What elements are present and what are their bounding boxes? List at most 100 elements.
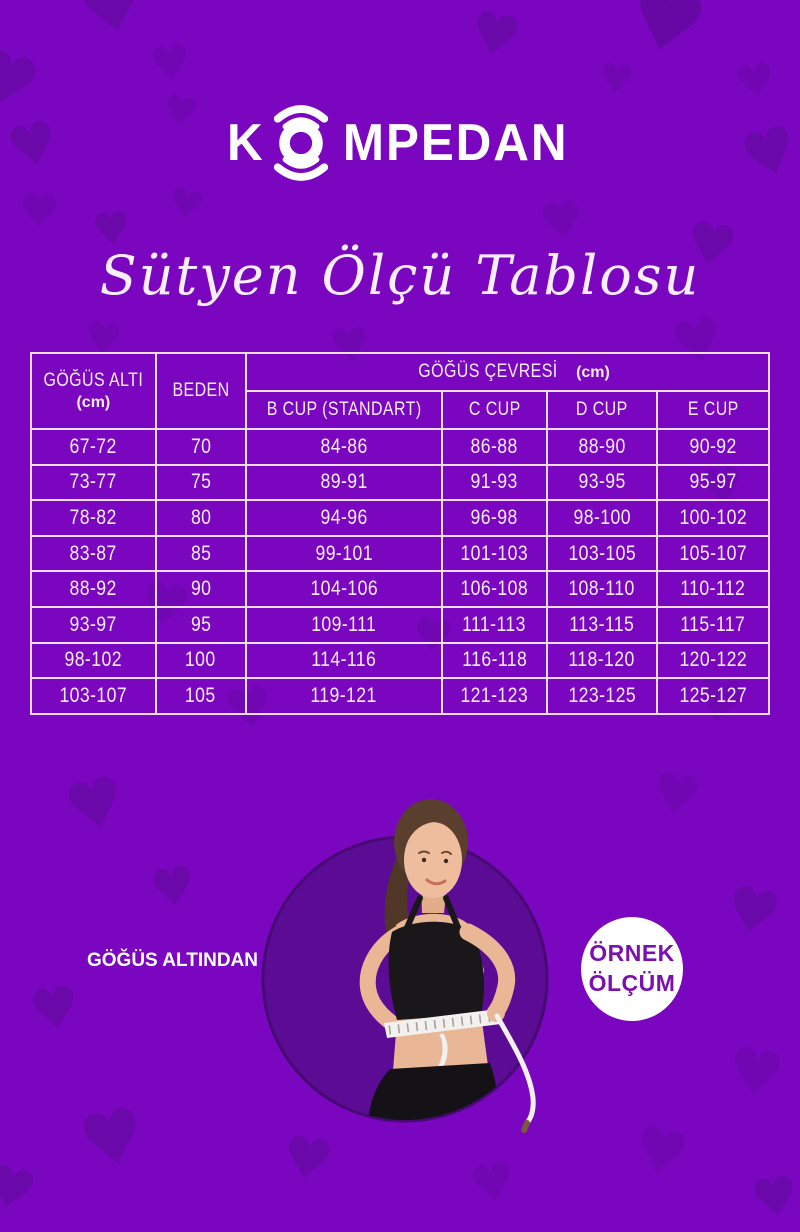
cell-value: 118-120 bbox=[568, 648, 635, 672]
table-row: 98-102 100 114-116 116-118 118-120 120-1… bbox=[30, 641, 771, 680]
underbust-header-unit: (cm) bbox=[76, 393, 111, 411]
cell-value: 73-77 bbox=[69, 470, 117, 494]
cell-value: 116-118 bbox=[461, 648, 527, 672]
cell-value: 99-101 bbox=[315, 541, 373, 565]
cell-value: 96-98 bbox=[470, 505, 519, 529]
cell-value: 110-112 bbox=[680, 577, 746, 601]
table-row: 93-97 95 109-111 111-113 113-115 115-117 bbox=[30, 605, 771, 644]
heart-icon: ♥ bbox=[57, 760, 134, 850]
heart-icon: ♥ bbox=[0, 1151, 43, 1228]
logo-text-prefix: K bbox=[226, 114, 265, 172]
size-table-header: GÖĞÜS ALTI (cm) BEDEN GÖĞÜS ÇEVRESİ (cm)… bbox=[30, 352, 771, 430]
cell-value: 100 bbox=[185, 648, 217, 672]
cell-value: 123-125 bbox=[567, 683, 636, 707]
cup-c-label: C CUP bbox=[468, 399, 521, 420]
cell-value: 84-86 bbox=[320, 434, 368, 458]
cell-value: 85 bbox=[190, 541, 211, 565]
cell-value: 78-82 bbox=[69, 505, 117, 529]
cell-value: 120-122 bbox=[679, 648, 747, 672]
cell-value: 83-87 bbox=[69, 541, 117, 565]
kompedan-o-ring-icon bbox=[273, 105, 329, 181]
underbust-column-header: GÖĞÜS ALTI (cm) bbox=[30, 352, 157, 430]
cell-value: 70 bbox=[190, 434, 211, 458]
table-row: 103-107 105 119-121 121-123 123-125 125-… bbox=[30, 677, 771, 715]
cup-c-header: C CUP bbox=[441, 390, 548, 430]
heart-icon: ♥ bbox=[15, 181, 62, 241]
bust-group-unit: (cm) bbox=[576, 364, 610, 381]
cell-value: 115-117 bbox=[680, 612, 746, 636]
heart-icon: ♥ bbox=[719, 872, 787, 952]
cup-d-label: D CUP bbox=[575, 399, 628, 420]
cell-value: 105-107 bbox=[679, 541, 747, 565]
bust-group-label: GÖĞÜS ÇEVRESİ bbox=[418, 361, 558, 382]
cell-value: 106-108 bbox=[460, 577, 529, 601]
cell-value: 90-92 bbox=[689, 434, 737, 458]
cell-value: 101-103 bbox=[460, 541, 529, 565]
heart-icon: ♥ bbox=[146, 855, 201, 921]
heart-icon: ♥ bbox=[146, 33, 195, 93]
cell-value: 88-92 bbox=[69, 577, 117, 601]
table-row: 88-92 90 104-106 106-108 108-110 110-112 bbox=[30, 570, 771, 608]
cell-value: 88-90 bbox=[578, 434, 626, 458]
cell-value: 109-111 bbox=[311, 612, 377, 636]
table-row: 78-82 80 94-96 96-98 98-100 100-102 bbox=[30, 499, 771, 537]
cell-value: 95-97 bbox=[689, 470, 737, 494]
cell-value: 108-110 bbox=[568, 577, 635, 601]
size-table: GÖĞÜS ALTI (cm) BEDEN GÖĞÜS ÇEVRESİ (cm)… bbox=[30, 352, 771, 715]
heart-icon: ♥ bbox=[464, 0, 526, 72]
heart-icon: ♥ bbox=[535, 188, 590, 254]
page-title: Sütyen Ölçü Tablosu bbox=[99, 244, 701, 307]
heart-icon: ♥ bbox=[466, 1151, 519, 1215]
cup-e-label: E CUP bbox=[687, 399, 739, 420]
cell-value: 95 bbox=[190, 612, 211, 636]
cup-header-row: B CUP (STANDART) C CUP D CUP E CUP bbox=[31, 390, 771, 430]
heart-icon: ♥ bbox=[646, 759, 706, 830]
cell-value: 121-123 bbox=[460, 683, 529, 707]
brand-logo: K MPEDAN bbox=[0, 94, 800, 192]
cell-value: 119-121 bbox=[310, 683, 378, 707]
cell-value: 111-113 bbox=[462, 612, 527, 636]
cell-value: 100-102 bbox=[679, 505, 747, 529]
cup-d-header: D CUP bbox=[545, 390, 658, 430]
cell-value: 98-102 bbox=[64, 648, 123, 672]
cell-value: 103-107 bbox=[59, 683, 128, 707]
table-row: 83-87 85 99-101 101-103 103-105 105-107 bbox=[30, 534, 771, 573]
size-column-header: BEDEN bbox=[154, 352, 247, 430]
heart-icon: ♥ bbox=[747, 1164, 800, 1232]
underbust-header-label: GÖĞÜS ALTI bbox=[43, 370, 144, 392]
badge-line1: ÖRNEK bbox=[589, 940, 675, 967]
cell-value: 91-93 bbox=[470, 470, 519, 494]
heart-icon: ♥ bbox=[723, 1032, 789, 1113]
cell-value: 75 bbox=[190, 470, 211, 494]
underbust-measure-label: GÖĞÜS ALTINDAN bbox=[87, 950, 258, 971]
heart-icon: ♥ bbox=[627, 1112, 695, 1192]
cell-value: 113-115 bbox=[569, 612, 635, 636]
cup-e-header: E CUP bbox=[655, 390, 771, 430]
cup-b-label: B CUP (STANDART) bbox=[266, 399, 422, 420]
cell-value: 98-100 bbox=[573, 505, 631, 529]
size-table-body: 67-72 70 84-86 86-88 88-90 90-92 73-77 7… bbox=[30, 428, 771, 715]
cell-value: 93-97 bbox=[69, 612, 117, 636]
bust-group-header: GÖĞÜS ÇEVRESİ (cm) bbox=[244, 352, 771, 392]
cup-b-header: B CUP (STANDART) bbox=[244, 390, 444, 430]
heart-icon: ♥ bbox=[24, 973, 86, 1046]
table-row: 67-72 70 84-86 86-88 88-90 90-92 bbox=[30, 428, 771, 466]
cell-value: 103-105 bbox=[567, 541, 636, 565]
cell-value: 104-106 bbox=[310, 577, 378, 601]
cell-value: 93-95 bbox=[578, 470, 626, 494]
cell-value: 90 bbox=[190, 577, 211, 601]
badge-line2: ÖLÇÜM bbox=[588, 970, 676, 996]
table-header-row: GÖĞÜS ALTI (cm) BEDEN GÖĞÜS ÇEVRESİ (cm) bbox=[30, 352, 771, 430]
cell-value: 105 bbox=[185, 683, 217, 707]
table-row: 73-77 75 89-91 91-93 93-95 95-97 bbox=[30, 463, 771, 502]
size-header-label: BEDEN bbox=[172, 380, 230, 401]
example-measurement-badge: ÖRNEK ÖLÇÜM bbox=[581, 917, 683, 1021]
measuring-woman-illustration bbox=[261, 799, 549, 1133]
heart-icon: ♥ bbox=[71, 0, 153, 54]
cell-value: 114-116 bbox=[311, 648, 377, 672]
measuring-tape bbox=[384, 1009, 501, 1038]
cell-value: 86-88 bbox=[470, 434, 519, 458]
heart-icon: ♥ bbox=[71, 1090, 153, 1186]
cell-value: 125-127 bbox=[679, 683, 747, 707]
